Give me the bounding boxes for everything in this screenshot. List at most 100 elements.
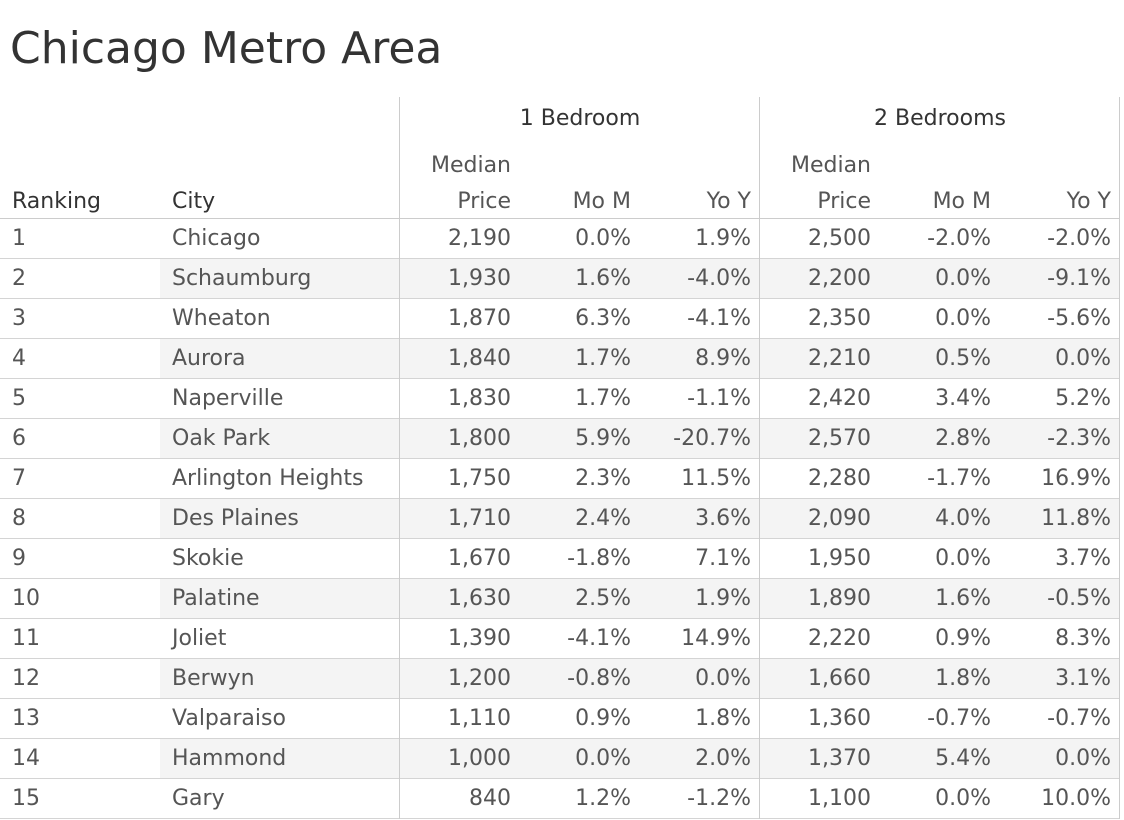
cell-b2-yoy: 0.0% <box>1055 746 1111 771</box>
row-band-values <box>400 739 1120 779</box>
cell-b1-median-price: 1,390 <box>448 626 511 651</box>
cell-b2-median-price: 2,210 <box>808 346 871 371</box>
cell-ranking: 6 <box>12 426 26 451</box>
cell-b2-mom: 2.8% <box>935 426 991 451</box>
cell-b1-mom: 0.0% <box>575 746 631 771</box>
header-rule-right <box>400 218 1120 219</box>
cell-b2-mom: 0.0% <box>935 786 991 811</box>
cell-city: Wheaton <box>172 306 271 331</box>
cell-b1-yoy: 1.8% <box>695 706 751 731</box>
cell-b1-yoy: 3.6% <box>695 506 751 531</box>
row-separator <box>0 778 1120 779</box>
row-separator <box>0 738 1120 739</box>
cell-b1-median-price: 1,750 <box>448 466 511 491</box>
table-row: 14 Hammond 1,000 0.0% 2.0% 1,370 5.4% 0.0% <box>0 739 1124 779</box>
row-band-city <box>160 659 400 699</box>
cell-ranking: 2 <box>12 266 26 291</box>
cell-b2-yoy: 0.0% <box>1055 346 1111 371</box>
cell-b1-mom: 1.7% <box>575 386 631 411</box>
cell-b2-yoy: 16.9% <box>1041 466 1111 491</box>
cell-b1-yoy: -1.1% <box>687 386 751 411</box>
cell-b1-yoy: 0.0% <box>695 666 751 691</box>
cell-b2-median-price: 1,360 <box>808 706 871 731</box>
cell-b1-median-price: 1,930 <box>448 266 511 291</box>
cell-b1-median-price: 1,830 <box>448 386 511 411</box>
cell-b1-mom: 2.4% <box>575 506 631 531</box>
row-separator <box>0 618 1120 619</box>
cell-b2-yoy: -2.0% <box>1047 226 1111 251</box>
cell-b1-median-price: 1,630 <box>448 586 511 611</box>
cell-b1-median-price: 1,840 <box>448 346 511 371</box>
cell-b1-mom: -0.8% <box>567 666 631 691</box>
cell-ranking: 14 <box>12 746 40 771</box>
table-row: 7 Arlington Heights 1,750 2.3% 11.5% 2,280 -1.… <box>0 459 1124 499</box>
cell-b2-mom: 0.0% <box>935 266 991 291</box>
cell-b2-median-price: 2,200 <box>808 266 871 291</box>
cell-city: Hammond <box>172 746 287 771</box>
cell-b1-yoy: -4.0% <box>687 266 751 291</box>
cell-b1-mom: -4.1% <box>567 626 631 651</box>
row-separator <box>0 538 1120 539</box>
cell-ranking: 1 <box>12 226 26 251</box>
cell-b2-yoy: -2.3% <box>1047 426 1111 451</box>
col-header-b1-mom: Mo M <box>572 189 631 214</box>
row-separator <box>0 338 1120 339</box>
row-band-city <box>160 339 400 379</box>
cell-b1-yoy: -4.1% <box>687 306 751 331</box>
table-row: 6 Oak Park 1,800 5.9% -20.7% 2,570 2.8% -2.3% <box>0 419 1124 459</box>
cell-city: Gary <box>172 786 225 811</box>
row-band-values <box>400 339 1120 379</box>
cell-b2-yoy: 3.1% <box>1055 666 1111 691</box>
table-row: 8 Des Plaines 1,710 2.4% 3.6% 2,090 4.0% 11.8% <box>0 499 1124 539</box>
divider-2-bedrooms <box>759 97 760 819</box>
cell-b2-yoy: 10.0% <box>1041 786 1111 811</box>
row-separator <box>0 498 1120 499</box>
cell-ranking: 7 <box>12 466 26 491</box>
group-header-1-bedroom: 1 Bedroom <box>519 106 641 131</box>
cell-b2-median-price: 1,950 <box>808 546 871 571</box>
cell-b1-median-price: 2,190 <box>448 226 511 251</box>
table-row: 15 Gary 840 1.2% -1.2% 1,100 0.0% 10.0% <box>0 779 1124 819</box>
row-separator <box>0 658 1120 659</box>
col-header-b2-yoy: Yo Y <box>1066 189 1111 214</box>
cell-b2-mom: 0.5% <box>935 346 991 371</box>
cell-b2-mom: -1.7% <box>927 466 991 491</box>
cell-b2-median-price: 2,090 <box>808 506 871 531</box>
cell-ranking: 8 <box>12 506 26 531</box>
cell-b1-mom: 2.5% <box>575 586 631 611</box>
cell-b1-mom: 1.7% <box>575 346 631 371</box>
cell-b1-mom: 1.2% <box>575 786 631 811</box>
cell-b1-mom: 0.9% <box>575 706 631 731</box>
row-band-city <box>160 499 400 539</box>
cell-b2-yoy: 11.8% <box>1041 506 1111 531</box>
group-header-2-bedrooms: 2 Bedrooms <box>874 106 1006 131</box>
cell-b2-median-price: 1,370 <box>808 746 871 771</box>
cell-city: Valparaiso <box>172 706 286 731</box>
cell-b2-mom: 0.0% <box>935 306 991 331</box>
cell-b1-median-price: 1,670 <box>448 546 511 571</box>
cell-b2-median-price: 2,570 <box>808 426 871 451</box>
cell-ranking: 15 <box>12 786 40 811</box>
cell-city: Oak Park <box>172 426 271 451</box>
divider-right-edge <box>1119 97 1120 819</box>
cell-b1-mom: -1.8% <box>567 546 631 571</box>
col-header-b2-mom: Mo M <box>932 189 991 214</box>
header-rule-left <box>0 218 400 219</box>
cell-b1-median-price: 840 <box>469 786 511 811</box>
table-row: 1 Chicago 2,190 0.0% 1.9% 2,500 -2.0% -2.0% <box>0 219 1124 259</box>
row-band-values <box>400 499 1120 539</box>
cell-b2-yoy: -0.5% <box>1047 586 1111 611</box>
table-row: 9 Skokie 1,670 -1.8% 7.1% 1,950 0.0% 3.7% <box>0 539 1124 579</box>
cell-city: Naperville <box>172 386 284 411</box>
cell-b2-yoy: -9.1% <box>1047 266 1111 291</box>
table-row: 10 Palatine 1,630 2.5% 1.9% 1,890 1.6% -0.5% <box>0 579 1124 619</box>
cell-b2-yoy: -0.7% <box>1047 706 1111 731</box>
page-title: Chicago Metro Area <box>10 23 443 74</box>
divider-1-bedroom <box>399 97 400 819</box>
cell-b2-mom: -2.0% <box>927 226 991 251</box>
cell-b2-mom: 4.0% <box>935 506 991 531</box>
cell-b2-mom: 1.8% <box>935 666 991 691</box>
cell-b1-mom: 5.9% <box>575 426 631 451</box>
cell-b1-mom: 6.3% <box>575 306 631 331</box>
cell-ranking: 10 <box>12 586 40 611</box>
